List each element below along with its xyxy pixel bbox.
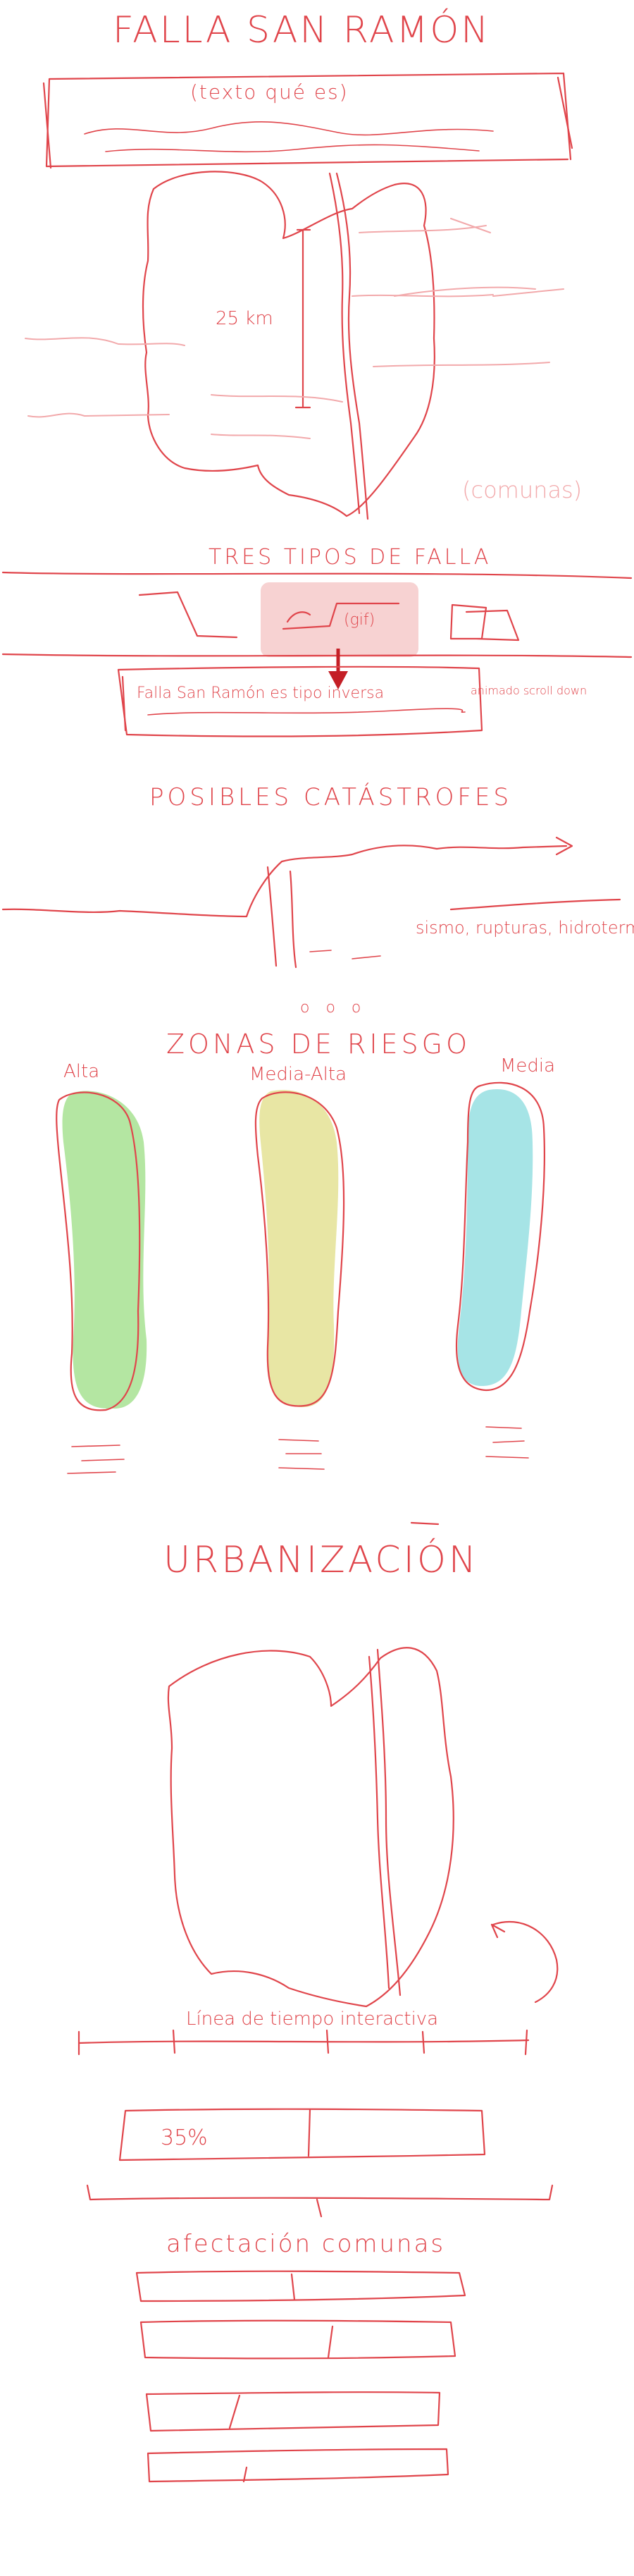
carousel-pager: o o o [300, 999, 366, 1017]
risk-zones-title: ZONAS DE RIESGO [166, 1029, 471, 1060]
fault-types-title: TRES TIPOS DE FALLA [209, 545, 491, 570]
zone-medium-high-blob [259, 1090, 339, 1407]
scale-label: 25 km [216, 308, 273, 329]
intro-text-box: (texto qué es) [42, 72, 573, 169]
commune-bar-1 [135, 2270, 466, 2302]
zone-medium-blob [457, 1088, 533, 1386]
catastrophes-label: sismo, rupturas, hidrotermales [416, 918, 634, 938]
stat-value: 35% [161, 2126, 208, 2150]
zone-medium-label: Media [500, 1055, 555, 1077]
intro-placeholder-text: (texto qué es) [190, 80, 349, 104]
animated-scroll-note: animado scroll down [471, 684, 587, 697]
risk-zones-section: ZONAS DE RIESGO Alta Media-Alta Media [56, 1029, 555, 1474]
zone-medium-high-label: Media-Alta [249, 1064, 347, 1085]
commune-bar-3 [145, 2391, 441, 2432]
catastrophes-section: POSIBLES CATÁSTROFES sismo, rupturas, hi… [1, 783, 634, 1017]
fault-type-note: Falla San Ramón es tipo inversa [137, 685, 384, 702]
page-title: FALLA SAN RAMÓN [113, 8, 490, 51]
timeline-label: Línea de tiempo interactiva [186, 2008, 438, 2030]
fault-gif-label: (gif) [344, 611, 375, 629]
communes-caption: (comunas) [462, 477, 582, 503]
affected-communes-label: afectación comunas [166, 2230, 445, 2258]
urbanization-title: URBANIZACIÓN [163, 1538, 479, 1581]
catastrophes-title: POSIBLES CATÁSTROFES [149, 783, 512, 811]
fault-map: 25 km (comunas) [25, 171, 582, 520]
zone-high-blob [62, 1091, 147, 1409]
fault-types-section: TRES TIPOS DE FALLA (gif) Falla San Ramó… [1, 545, 633, 737]
zone-high-label: Alta [63, 1061, 99, 1082]
fault-gif-highlight [261, 582, 418, 657]
timeline-axis[interactable] [77, 2039, 530, 2044]
urbanization-section: URBANIZACIÓN Línea de tiempo interactiva… [77, 1521, 559, 2483]
commune-bar-2 [139, 2319, 456, 2360]
commune-bar-4 [147, 2448, 449, 2483]
